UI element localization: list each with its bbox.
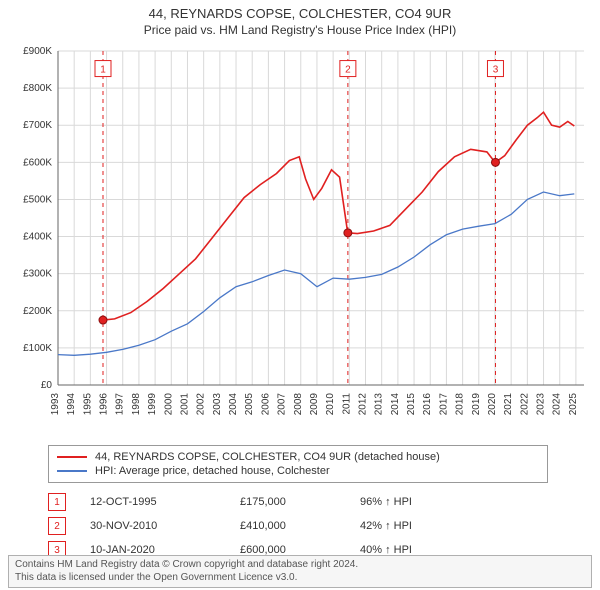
legend-label: HPI: Average price, detached house, Colc…	[95, 465, 330, 477]
svg-text:£600K: £600K	[23, 157, 52, 168]
svg-text:2014: 2014	[390, 393, 401, 416]
svg-text:2: 2	[345, 65, 351, 76]
svg-text:2022: 2022	[519, 393, 530, 416]
line-chart: £0 £100K £200K £300K £400K £500K £600K £700K £80…	[8, 45, 592, 440]
chart-header: 44, REYNARDS COPSE, COLCHESTER, CO4 9UR …	[0, 0, 600, 37]
svg-text:1993: 1993	[50, 393, 61, 416]
svg-text:£500K: £500K	[23, 194, 52, 205]
legend-swatch	[57, 456, 87, 458]
svg-text:2017: 2017	[438, 393, 449, 416]
svg-text:2004: 2004	[228, 393, 239, 416]
legend-label: 44, REYNARDS COPSE, COLCHESTER, CO4 9UR …	[95, 451, 440, 463]
svg-text:1998: 1998	[131, 393, 142, 416]
svg-text:2006: 2006	[260, 393, 271, 416]
chart-area: £0 £100K £200K £300K £400K £500K £600K £700K £80…	[8, 45, 592, 440]
svg-text:1994: 1994	[66, 393, 77, 416]
svg-text:1996: 1996	[99, 393, 110, 416]
svg-text:2024: 2024	[552, 393, 563, 416]
sale-date: 12-OCT-1995	[90, 496, 240, 508]
attribution-footer: Contains HM Land Registry data © Crown c…	[8, 555, 592, 588]
svg-text:2005: 2005	[244, 393, 255, 416]
svg-text:3: 3	[493, 65, 499, 76]
sales-row: 1 12-OCT-1995 £175,000 96% ↑ HPI	[48, 490, 528, 514]
sale-marker-icon: 2	[48, 517, 66, 535]
svg-text:2000: 2000	[163, 393, 174, 416]
svg-text:1995: 1995	[82, 393, 93, 416]
svg-text:2012: 2012	[358, 393, 369, 416]
svg-text:2011: 2011	[341, 393, 352, 415]
sale-diff: 42% ↑ HPI	[360, 520, 480, 532]
svg-text:2015: 2015	[406, 393, 417, 416]
svg-text:£100K: £100K	[23, 343, 52, 354]
svg-text:£900K: £900K	[23, 46, 52, 57]
svg-text:2020: 2020	[487, 393, 498, 416]
legend-item: HPI: Average price, detached house, Colc…	[57, 464, 539, 478]
svg-text:£300K: £300K	[23, 269, 52, 280]
svg-text:2021: 2021	[503, 393, 514, 416]
svg-text:2008: 2008	[293, 393, 304, 416]
svg-text:£200K: £200K	[23, 306, 52, 317]
chart-title: 44, REYNARDS COPSE, COLCHESTER, CO4 9UR	[0, 6, 600, 21]
sales-row: 2 30-NOV-2010 £410,000 42% ↑ HPI	[48, 514, 528, 538]
legend-item: 44, REYNARDS COPSE, COLCHESTER, CO4 9UR …	[57, 450, 539, 464]
svg-text:2025: 2025	[568, 393, 579, 416]
footer-line: This data is licensed under the Open Gov…	[15, 572, 585, 585]
svg-text:£700K: £700K	[23, 120, 52, 131]
svg-text:1: 1	[100, 65, 106, 76]
legend: 44, REYNARDS COPSE, COLCHESTER, CO4 9UR …	[48, 445, 548, 483]
sale-diff: 96% ↑ HPI	[360, 496, 480, 508]
svg-text:2019: 2019	[471, 393, 482, 416]
sale-date: 30-NOV-2010	[90, 520, 240, 532]
svg-text:2023: 2023	[536, 393, 547, 416]
sales-table: 1 12-OCT-1995 £175,000 96% ↑ HPI 2 30-NO…	[48, 490, 528, 562]
footer-line: Contains HM Land Registry data © Crown c…	[15, 559, 585, 572]
sale-marker-icon: 1	[48, 493, 66, 511]
svg-text:2018: 2018	[455, 393, 466, 416]
chart-subtitle: Price paid vs. HM Land Registry's House …	[0, 23, 600, 37]
svg-text:2007: 2007	[277, 393, 288, 416]
svg-text:£800K: £800K	[23, 83, 52, 94]
svg-text:2001: 2001	[179, 393, 190, 416]
svg-text:£0: £0	[41, 380, 53, 391]
svg-text:2013: 2013	[374, 393, 385, 416]
svg-text:2003: 2003	[212, 393, 223, 416]
svg-text:2010: 2010	[325, 393, 336, 416]
sale-price: £175,000	[240, 496, 360, 508]
svg-text:2009: 2009	[309, 393, 320, 416]
legend-swatch	[57, 470, 87, 472]
sale-price: £410,000	[240, 520, 360, 532]
svg-text:1997: 1997	[115, 393, 126, 416]
svg-text:£400K: £400K	[23, 232, 52, 243]
svg-text:2002: 2002	[196, 393, 207, 416]
svg-text:1999: 1999	[147, 393, 158, 416]
svg-text:2016: 2016	[422, 393, 433, 416]
